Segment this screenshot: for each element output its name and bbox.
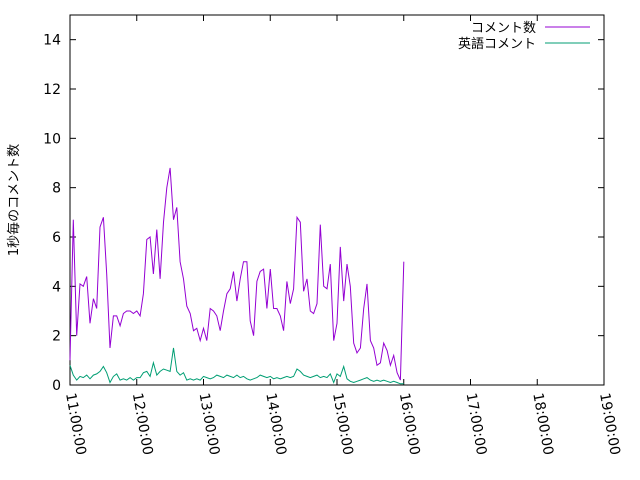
x-tick-label: 14:00:00	[262, 392, 289, 457]
y-tick-label: 10	[43, 131, 61, 147]
y-tick-label: 2	[52, 329, 61, 345]
x-axis: 11:00:00 12:00:00 13:00:00 14:00:00 15:00:00…	[62, 15, 623, 456]
y-tick-label: 14	[43, 33, 61, 49]
series-line-2	[69, 347, 404, 385]
series-layer	[69, 167, 405, 385]
y-tick-label: 12	[43, 82, 61, 98]
x-tick-label: 15:00:00	[329, 392, 356, 457]
legend-label: コメント数	[471, 21, 536, 36]
x-tick-label: 19:00:00	[596, 392, 623, 457]
x-tick-label: 17:00:00	[463, 392, 490, 457]
plot-frame	[69, 14, 605, 386]
x-tick-label: 12:00:00	[129, 392, 156, 457]
x-tick-label: 18:00:00	[529, 392, 556, 457]
y-tick-label: 0	[52, 378, 61, 394]
x-tick-label: 11:00:00	[62, 392, 89, 457]
series-line-1	[69, 167, 405, 381]
y-tick-label: 6	[52, 230, 61, 246]
y-tick-label: 4	[52, 279, 61, 295]
x-tick-label: 16:00:00	[396, 392, 423, 457]
y-axis-title: 1秒毎のコメント数	[6, 144, 22, 256]
y-axis: 0 2 4 6 8 10 12 14	[43, 33, 604, 394]
x-tick-label: 13:00:00	[196, 392, 223, 457]
legend-label: 英語コメント	[458, 36, 536, 52]
y-tick-label: 8	[52, 181, 61, 197]
